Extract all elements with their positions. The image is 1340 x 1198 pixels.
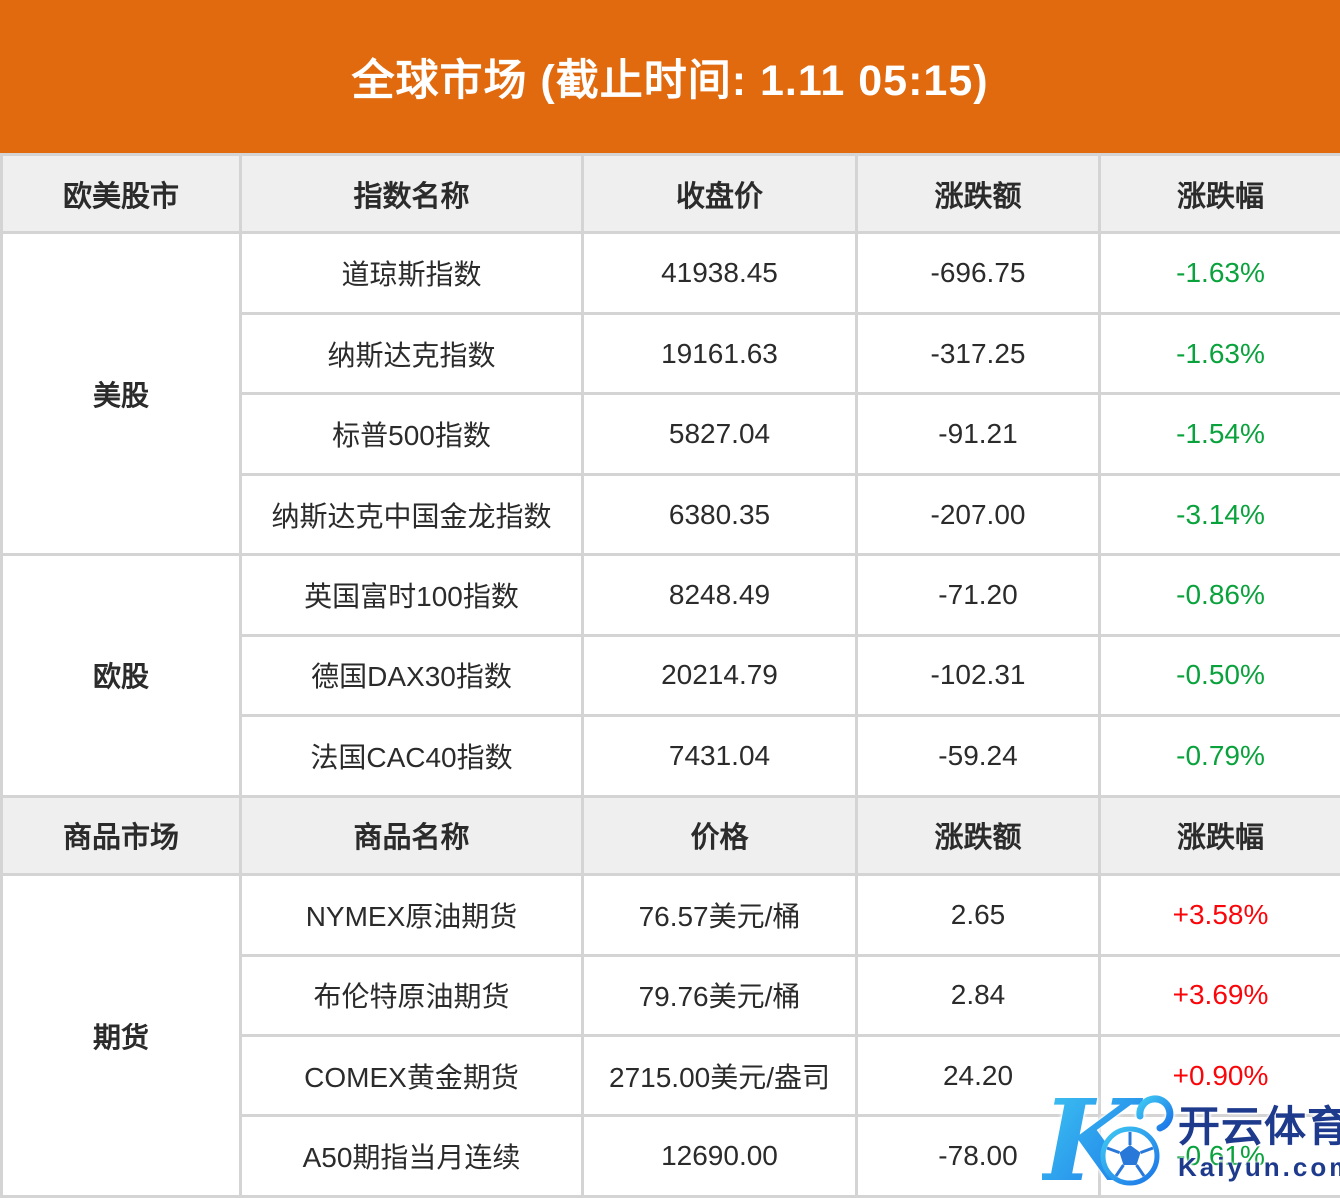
table-row: COMEX黄金期货 2715.00美元/盎司 24.20 +0.90% <box>2 1033 1340 1118</box>
commodity-name-cell: COMEX黄金期货 <box>239 1033 584 1118</box>
table-row: 美股 道琼斯指数 41938.45 -696.75 -1.63% <box>0 231 1340 557</box>
table-row: 布伦特原油期货 79.76美元/桶 2.84 +3.69% <box>2 953 1340 1037</box>
index-name-cell: 英国富时100指数 <box>239 553 584 637</box>
close-price-cell: 8248.49 <box>581 553 858 637</box>
col-header-change-percent: 涨跌幅 <box>1098 152 1340 235</box>
index-name-cell: 德国DAX30指数 <box>239 633 584 718</box>
commodity-name-cell: NYMEX原油期货 <box>239 873 584 957</box>
change-amount-cell: -207.00 <box>855 472 1101 557</box>
change-percent-cell: -1.63% <box>1098 311 1340 396</box>
change-percent-cell: +3.69% <box>1098 953 1340 1037</box>
index-name-cell: 法国CAC40指数 <box>239 714 584 798</box>
index-name-cell: 纳斯达克指数 <box>239 311 584 396</box>
close-price-cell: 20214.79 <box>581 633 858 718</box>
table-row: 纳斯达克指数 19161.63 -317.25 -1.63% <box>2 311 1340 396</box>
change-percent-cell: +3.58% <box>1098 873 1340 957</box>
change-amount-cell: -78.00 <box>855 1114 1101 1198</box>
price-cell: 2715.00美元/盎司 <box>581 1033 858 1118</box>
change-percent-cell: -1.54% <box>1098 392 1340 476</box>
close-price-cell: 6380.35 <box>581 472 858 557</box>
col-header-commodity-market: 商品市场 <box>0 794 242 877</box>
table-row: 期货 NYMEX原油期货 76.57美元/桶 2.65 +3.58% <box>0 873 1340 1198</box>
change-amount-cell: -71.20 <box>855 553 1101 637</box>
table-row: A50期指当月连续 12690.00 -78.00 -0.61% <box>2 1114 1340 1198</box>
group-label-eu-stocks: 欧股 <box>0 553 242 798</box>
col-header-price: 价格 <box>581 794 858 877</box>
col-header-change-percent: 涨跌幅 <box>1098 794 1340 877</box>
change-percent-cell: -0.61% <box>1098 1114 1340 1198</box>
col-header-market-group: 欧美股市 <box>0 152 242 235</box>
commodities-header-row: 商品市场 商品名称 价格 涨跌额 涨跌幅 <box>0 794 1340 877</box>
table-row: 标普500指数 5827.04 -91.21 -1.54% <box>2 392 1340 476</box>
col-header-index-name: 指数名称 <box>239 152 584 235</box>
col-header-change-amount: 涨跌额 <box>855 152 1101 235</box>
close-price-cell: 41938.45 <box>581 231 858 315</box>
close-price-cell: 5827.04 <box>581 392 858 476</box>
table-row: 德国DAX30指数 20214.79 -102.31 -0.50% <box>2 633 1340 718</box>
commodity-name-cell: A50期指当月连续 <box>239 1114 584 1198</box>
change-amount-cell: 2.84 <box>855 953 1101 1037</box>
change-percent-cell: -3.14% <box>1098 472 1340 557</box>
page-title: 全球市场 (截止时间: 1.11 05:15) <box>351 56 989 105</box>
change-percent-cell: -0.79% <box>1098 714 1340 798</box>
close-price-cell: 19161.63 <box>581 311 858 396</box>
table-row: 纳斯达克中国金龙指数 6380.35 -207.00 -3.14% <box>2 472 1340 557</box>
change-amount-cell: -91.21 <box>855 392 1101 476</box>
markets-table: 欧美股市 指数名称 收盘价 涨跌额 涨跌幅 美股 道琼斯指数 41938.45 … <box>0 152 1340 1198</box>
col-header-close-price: 收盘价 <box>581 152 858 235</box>
price-cell: 76.57美元/桶 <box>581 873 858 957</box>
index-name-cell: 纳斯达克中国金龙指数 <box>239 472 584 557</box>
change-amount-cell: 2.65 <box>855 873 1101 957</box>
price-cell: 79.76美元/桶 <box>581 953 858 1037</box>
change-amount-cell: -696.75 <box>855 231 1101 315</box>
table-row: 欧股 英国富时100指数 8248.49 -71.20 -0.86% <box>0 553 1340 798</box>
table-row: 法国CAC40指数 7431.04 -59.24 -0.79% <box>2 714 1340 798</box>
group-label-futures: 期货 <box>0 873 242 1198</box>
change-percent-cell: -0.86% <box>1098 553 1340 637</box>
change-amount-cell: 24.20 <box>855 1033 1101 1118</box>
change-percent-cell: -1.63% <box>1098 231 1340 315</box>
change-amount-cell: -102.31 <box>855 633 1101 718</box>
col-header-change-amount: 涨跌额 <box>855 794 1101 877</box>
price-cell: 12690.00 <box>581 1114 858 1198</box>
banner: 全球市场 (截止时间: 1.11 05:15) <box>0 0 1340 153</box>
stocks-header-row: 欧美股市 指数名称 收盘价 涨跌额 涨跌幅 <box>0 152 1340 235</box>
change-amount-cell: -59.24 <box>855 714 1101 798</box>
group-label-us-stocks: 美股 <box>0 231 242 557</box>
change-percent-cell: +0.90% <box>1098 1033 1340 1118</box>
col-header-commodity-name: 商品名称 <box>239 794 584 877</box>
change-amount-cell: -317.25 <box>855 311 1101 396</box>
index-name-cell: 道琼斯指数 <box>239 231 584 315</box>
index-name-cell: 标普500指数 <box>239 392 584 476</box>
change-percent-cell: -0.50% <box>1098 633 1340 718</box>
commodity-name-cell: 布伦特原油期货 <box>239 953 584 1037</box>
close-price-cell: 7431.04 <box>581 714 858 798</box>
